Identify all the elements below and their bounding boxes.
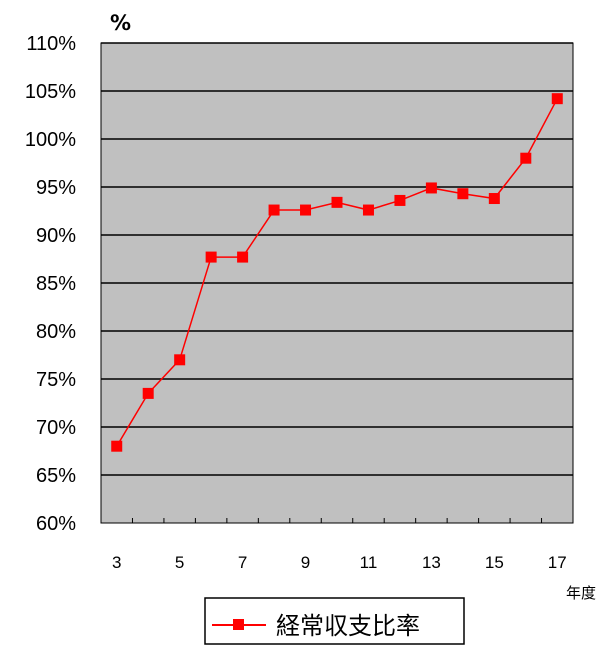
y-tick-label: 100%: [25, 129, 76, 151]
legend-box: [204, 597, 465, 645]
y-tick-label: 65%: [36, 465, 76, 487]
x-axis-ticks: 3 5 7 9 11 13 15 17: [100, 518, 574, 572]
y-tick-label: 105%: [25, 81, 76, 103]
x-tick-label: 7: [238, 553, 247, 572]
series-layer: [111, 93, 563, 452]
data-point-marker: [488, 193, 500, 205]
legend: 経常収支比率: [204, 597, 465, 645]
x-tick-label: 11: [360, 553, 378, 572]
y-tick-label: 75%: [36, 369, 76, 391]
data-point-marker: [205, 251, 217, 263]
data-point-marker: [520, 152, 532, 164]
data-point-marker: [551, 93, 563, 105]
data-point-marker: [331, 196, 343, 208]
legend-marker-swatch: [233, 619, 244, 630]
data-point-marker: [362, 204, 374, 216]
y-tick-label: 80%: [36, 321, 76, 343]
data-point-marker: [111, 440, 123, 452]
data-point-marker: [237, 251, 249, 263]
y-tick-label: 60%: [36, 513, 76, 535]
y-axis-unit-label: %: [110, 11, 131, 35]
x-tick-label: 17: [548, 553, 567, 572]
y-axis-ticks: 60% 65% 70% 75% 80% 85% 90% 95% 100% 105% 110%: [25, 33, 76, 535]
data-point-marker: [300, 204, 312, 216]
x-tick-label: 15: [485, 553, 504, 572]
x-tick-label: 5: [175, 553, 184, 572]
data-point-marker: [174, 354, 186, 366]
y-tick-label: 85%: [36, 273, 76, 295]
y-tick-label: 110%: [26, 33, 76, 55]
legend-label: 経常収支比率: [276, 612, 420, 640]
data-point-marker: [425, 182, 437, 194]
data-point-marker: [142, 387, 154, 399]
data-point-marker: [457, 188, 469, 200]
y-tick-label: 95%: [36, 177, 76, 199]
y-tick-label: 70%: [36, 417, 76, 439]
grid-lines: [101, 42, 573, 476]
x-tick-label: 9: [301, 553, 310, 572]
data-point-marker: [268, 204, 280, 216]
data-point-marker: [394, 194, 406, 206]
y-tick-label: 90%: [36, 225, 76, 247]
x-tick-label: 3: [112, 553, 121, 572]
x-tick-label: 13: [422, 553, 441, 572]
x-axis-unit-label: 年度: [566, 584, 596, 602]
